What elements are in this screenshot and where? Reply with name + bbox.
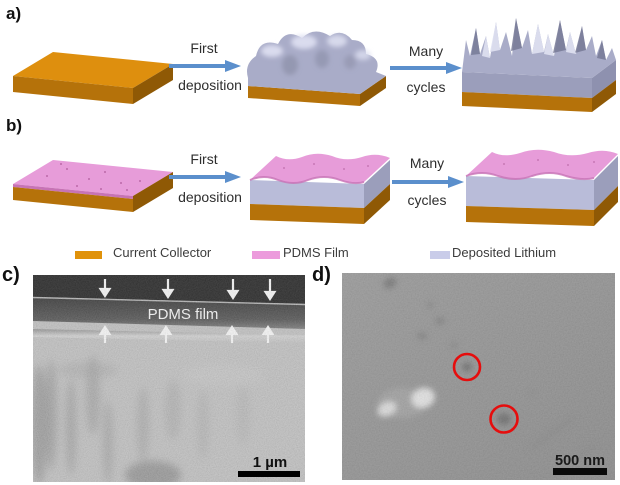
scale-bar (238, 471, 300, 477)
lithium-side (594, 156, 618, 210)
dendrite-spike-shadows (471, 18, 606, 60)
sem-top-view-image: 500 nm (342, 273, 615, 480)
lithium-mound-highlights (261, 35, 371, 75)
collector-side (594, 186, 618, 226)
pdms-slab-shape (13, 160, 173, 212)
scale-bar-label: 1 µm (253, 454, 288, 471)
scale-bar-label: 500 nm (555, 453, 605, 469)
lithium-front (466, 176, 594, 210)
lithium-front (250, 180, 364, 208)
many-cycles-label-bottom: cycles (407, 192, 447, 208)
collector-front (250, 204, 364, 224)
panel-a-label: a) (6, 4, 22, 23)
defect-circle-annotation (489, 404, 519, 434)
current-collector-slab-shape (13, 52, 173, 104)
collector-side (360, 76, 386, 106)
legend-swatch-pdms-film (252, 251, 280, 259)
right-arrow-icon (390, 62, 462, 74)
first-deposition-label-bottom: deposition (178, 77, 242, 93)
legend-swatch-current-collector (75, 251, 102, 259)
legend-label-deposited-lithium: Deposited Lithium (452, 245, 557, 260)
panel-d-label: d) (312, 264, 331, 286)
dendrite-spike-highlights (482, 22, 576, 58)
collector-front (248, 86, 360, 106)
right-arrow-icon (169, 171, 241, 183)
sem-cross-section-image: PDMS film 1 µm (33, 275, 305, 482)
pdms-top-surface (466, 149, 618, 180)
bare-current-collector-slab (13, 52, 173, 104)
right-arrow-icon (169, 60, 241, 72)
collector-side (592, 80, 616, 112)
lithium-front (462, 72, 592, 98)
defect-circle-annotations (452, 352, 519, 434)
legend-swatch-deposited-lithium (430, 251, 450, 259)
smooth-lithium-block (249, 153, 390, 224)
many-cycles-label-top: Many (408, 43, 444, 59)
first-deposition-label-bottom: deposition (178, 189, 242, 205)
pdms-surface-dots (283, 163, 369, 170)
lithium-side (592, 60, 616, 98)
panel-c-label: c) (2, 264, 20, 286)
many-cycles-label-bottom: cycles (406, 79, 446, 95)
many-cycles-label-top: Many (409, 155, 445, 171)
right-arrow-icon (392, 176, 464, 188)
pdms-surface-dots (46, 163, 141, 191)
lithium-dendrite-block (462, 18, 616, 112)
pdms-coated-collector-slab (13, 160, 173, 212)
lithium-side (364, 160, 390, 208)
sem-noise-overlay (33, 275, 305, 482)
scale-bar (553, 468, 607, 475)
first-deposition-label-top: First (190, 40, 218, 56)
collector-front (462, 92, 592, 112)
panel-b-label: b) (6, 116, 23, 135)
defect-circle-annotation (452, 352, 482, 382)
legend-label-pdms-film: PDMS Film (283, 245, 349, 260)
legend-label-current-collector: Current Collector (113, 245, 212, 260)
collector-side (364, 184, 390, 224)
first-deposition-label-top: First (190, 151, 218, 167)
collector-front (466, 206, 594, 226)
smooth-lithium-block-thick (465, 149, 618, 226)
sem-noise-overlay (342, 273, 615, 480)
pdms-surface-dots (503, 159, 595, 166)
pdms-top-surface (250, 153, 390, 184)
lithium-mound-block (247, 31, 386, 106)
